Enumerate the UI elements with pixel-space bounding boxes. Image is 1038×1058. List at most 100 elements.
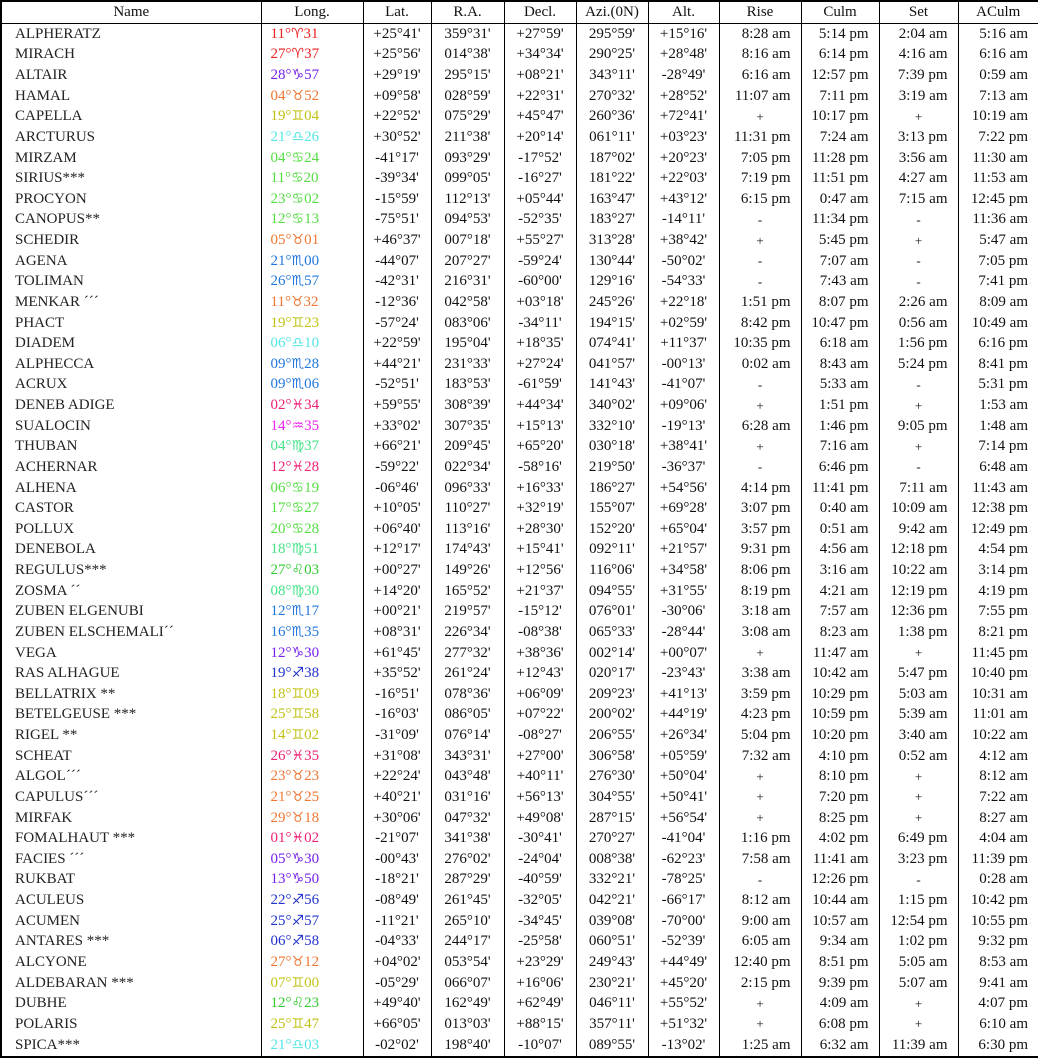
cell-long: 02°♓34 — [260, 395, 363, 416]
cell-lat: +40°21' — [362, 787, 431, 808]
cell-long: 07°♊00 — [260, 972, 363, 994]
table-row: DUBHE 12°♌23 +49°40' 162°49' +62°49' 046°11' +… — [1, 993, 1038, 1015]
zodiac-sign-glyph: ♌ — [291, 562, 305, 579]
cell-alt: -70°00' — [647, 910, 719, 932]
cell-decl: +16°33' — [503, 477, 576, 499]
cell-name: DENEBOLA — [15, 541, 96, 558]
cell-alt: +22°03' — [647, 168, 719, 190]
cell-long: 01°♓02 — [260, 828, 363, 850]
cell-culm: 7:24 am — [800, 127, 879, 148]
zodiac-sign-glyph: ♍ — [291, 541, 305, 558]
cell-decl: +34°34' — [503, 44, 576, 66]
cell-ra: 287°29' — [430, 869, 504, 891]
cell-culm: 8:23 am — [800, 622, 879, 643]
cell-lat: +49°40' — [362, 993, 431, 1015]
zodiac-sign-glyph: ♋ — [291, 479, 305, 496]
cell-ra: 295°15' — [430, 65, 504, 86]
cell-culm: 11:51 pm — [800, 168, 879, 190]
cell-alt: -52°39' — [647, 931, 719, 953]
zodiac-sign-glyph: ♏ — [291, 252, 305, 269]
cell-long: 17°♋27 — [260, 498, 363, 520]
zodiac-sign-glyph: ♏ — [291, 603, 305, 620]
cell-set: - — [878, 869, 958, 891]
cell-alt: +50°41' — [647, 787, 719, 808]
cell-ra: 113°16' — [430, 519, 504, 540]
cell-long: 14°♒35 — [260, 415, 363, 437]
cell-rise: - — [718, 869, 801, 891]
cell-aculm: 11:36 am — [957, 209, 1038, 231]
cell-name: CAPELLA — [15, 108, 83, 125]
zodiac-sign-glyph: ♋ — [291, 211, 305, 228]
cell-ra: 053°54' — [430, 952, 504, 973]
cell-name: RIGEL ** — [15, 727, 78, 744]
cell-long: 12°♌23 — [260, 993, 363, 1015]
cell-aculm: 10:42 pm — [957, 890, 1038, 911]
zodiac-sign-glyph: ♐ — [291, 665, 305, 682]
cell-name: ALCYONE — [15, 953, 87, 970]
table-row: RAS ALHAGUE 19°♐38 +35°52' 261°24' +12°43' 02… — [1, 663, 1038, 685]
cell-rise: - — [718, 457, 801, 478]
zodiac-sign-glyph: ♋ — [291, 520, 305, 537]
cell-aculm: 9:32 pm — [957, 931, 1038, 953]
cell-long: 27°♌03 — [260, 560, 363, 581]
cell-lat: +12°17' — [362, 539, 431, 561]
cell-rise: 3:57 pm — [718, 519, 801, 540]
cell-lat: +08°31' — [362, 622, 431, 643]
table-row: CAPELLA 19°♊04 +22°52' 075°29' +45°47' 260°36… — [1, 106, 1038, 128]
cell-azi: 206°55' — [575, 725, 648, 746]
cell-rise: 4:23 pm — [718, 704, 801, 726]
zodiac-sign-glyph: ♏ — [291, 623, 305, 640]
zodiac-sign-glyph: ♋ — [291, 149, 305, 166]
cell-lat: +66°21' — [362, 436, 431, 458]
cell-long: 11°♉32 — [260, 292, 363, 313]
cell-name: PHACT — [15, 314, 65, 331]
cell-azi: 245°26' — [575, 292, 648, 313]
table-row: TOLIMAN 26°♏57 -42°31' 216°31' -60°00' 129°16… — [1, 271, 1038, 293]
cell-ra: 231°33' — [430, 354, 504, 375]
cell-lat: +06°40' — [362, 519, 431, 540]
table-row: MIRACH 27°♈37 +25°56' 014°38' +34°34' 290°25'… — [1, 44, 1038, 66]
cell-culm: 12:26 pm — [800, 869, 879, 891]
cell-decl: -08°27' — [503, 725, 576, 746]
cell-long: 06°♋19 — [260, 477, 363, 499]
cell-alt: +55°52' — [647, 993, 719, 1015]
cell-ra: 209°45' — [430, 436, 504, 458]
cell-set: 6:49 pm — [878, 828, 958, 850]
table-row: POLLUX 20°♋28 +06°40' 113°16' +28°30' 152°20'… — [1, 519, 1038, 540]
cell-lat: +14°20' — [362, 580, 431, 602]
cell-aculm: 1:53 am — [957, 395, 1038, 416]
table-row: ARCTURUS 21°♎26 +30°52' 211°38' +20°14' 061°1… — [1, 127, 1038, 148]
cell-ra: 261°24' — [430, 663, 504, 685]
cell-rise: 11:31 pm — [718, 127, 801, 148]
cell-azi: 276°30' — [575, 766, 648, 788]
table-row: SCHEDIR 05°♉01 +46°37' 007°18' +55°27' 313°28… — [1, 230, 1038, 251]
cell-rise: 6:16 am — [718, 65, 801, 86]
cell-azi: 129°16' — [575, 271, 648, 293]
zodiac-sign-glyph: ♒ — [291, 417, 305, 434]
zodiac-sign-glyph: ♊ — [291, 108, 305, 125]
cell-long: 23°♉23 — [260, 766, 363, 788]
cell-name: BELLATRIX ** — [15, 685, 116, 702]
table-row: CANOPUS** 12°♋13 -75°51' 094°53' -52°35' 183°… — [1, 209, 1038, 231]
cell-aculm: 11:45 pm — [957, 642, 1038, 664]
cell-name: ACRUX — [15, 376, 68, 393]
cell-long: 22°♐56 — [260, 890, 363, 911]
cell-culm: 10:57 am — [800, 910, 879, 932]
cell-lat: -15°59' — [362, 189, 431, 210]
table-row: ALPHECCA 09°♏28 +44°21' 231°33' +27°24' 041°5… — [1, 354, 1038, 375]
cell-rise: 12:40 pm — [718, 952, 801, 973]
cell-ra: 083°06' — [430, 312, 504, 334]
cell-azi: 270°27' — [575, 828, 648, 850]
cell-ra: 014°38' — [430, 44, 504, 66]
cell-culm: 7:43 am — [800, 271, 879, 293]
cell-lat: +35°52' — [362, 663, 431, 685]
cell-decl: +38°36' — [503, 642, 576, 664]
cell-alt: +72°41' — [647, 106, 719, 128]
cell-name: CAPULUS´´´ — [15, 788, 99, 805]
zodiac-sign-glyph: ♑ — [291, 850, 305, 867]
cell-decl: -60°00' — [503, 271, 576, 293]
cell-decl: +40°11' — [503, 766, 576, 788]
cell-ra: 022°34' — [430, 457, 504, 478]
cell-azi: 304°55' — [575, 787, 648, 808]
cell-long: 27°♉12 — [260, 952, 363, 973]
